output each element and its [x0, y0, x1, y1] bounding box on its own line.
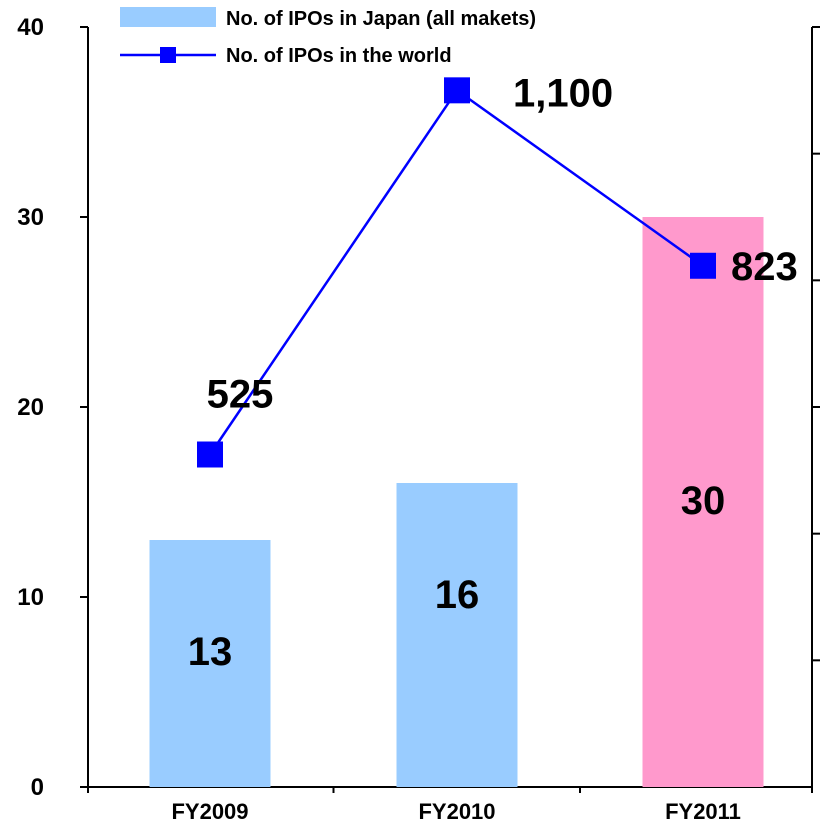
y-tick-label: 10	[17, 584, 44, 611]
legend: No. of IPOs in Japan (all makets) No. of…	[120, 7, 536, 67]
y-tick-label: 20	[17, 394, 44, 421]
legend-swatch-japan	[120, 7, 216, 27]
y-tick-label: 0	[31, 774, 44, 801]
world-ipo-point-fy2010	[444, 77, 470, 104]
world-ipo-value-label: 823	[731, 245, 798, 289]
bar-value-label: 13	[188, 630, 233, 674]
legend-marker-world	[160, 47, 176, 63]
world-ipo-point-fy2011	[690, 252, 716, 279]
x-tick-label: FY2009	[171, 799, 248, 824]
bar-fy2010	[396, 483, 518, 787]
legend-label-world: No. of IPOs in the world	[226, 45, 452, 67]
x-tick-label: FY2010	[418, 799, 495, 824]
legend-label-japan: No. of IPOs in Japan (all makets)	[226, 8, 536, 30]
bar-value-label: 30	[681, 479, 726, 523]
y-tick-label: 30	[17, 204, 44, 231]
world-ipo-polyline	[208, 88, 704, 456]
bar-fy2011	[642, 217, 764, 787]
world-ipo-line	[197, 77, 716, 468]
x-tick-label: FY2011	[665, 799, 741, 824]
bars	[149, 217, 764, 787]
world-ipo-value-label: 1,100	[513, 71, 613, 115]
bar-value-label: 16	[435, 573, 480, 617]
bar-fy2009	[149, 540, 271, 787]
data-labels: 13 16 30 525 1,100 823	[188, 71, 798, 674]
world-ipo-point-fy2009	[197, 441, 223, 468]
world-ipo-value-label: 525	[207, 373, 274, 417]
y-tick-label: 40	[17, 14, 44, 41]
